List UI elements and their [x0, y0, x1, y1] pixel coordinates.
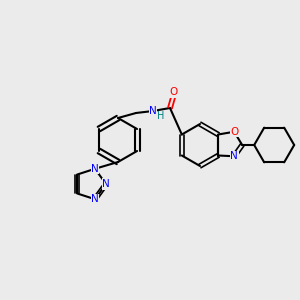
Text: H: H: [157, 111, 164, 121]
Text: N: N: [91, 164, 99, 174]
Text: O: O: [170, 87, 178, 97]
Text: N: N: [91, 194, 99, 204]
Text: N: N: [149, 106, 157, 116]
Text: N: N: [230, 151, 238, 161]
Text: N: N: [102, 179, 110, 189]
Text: O: O: [230, 127, 238, 137]
